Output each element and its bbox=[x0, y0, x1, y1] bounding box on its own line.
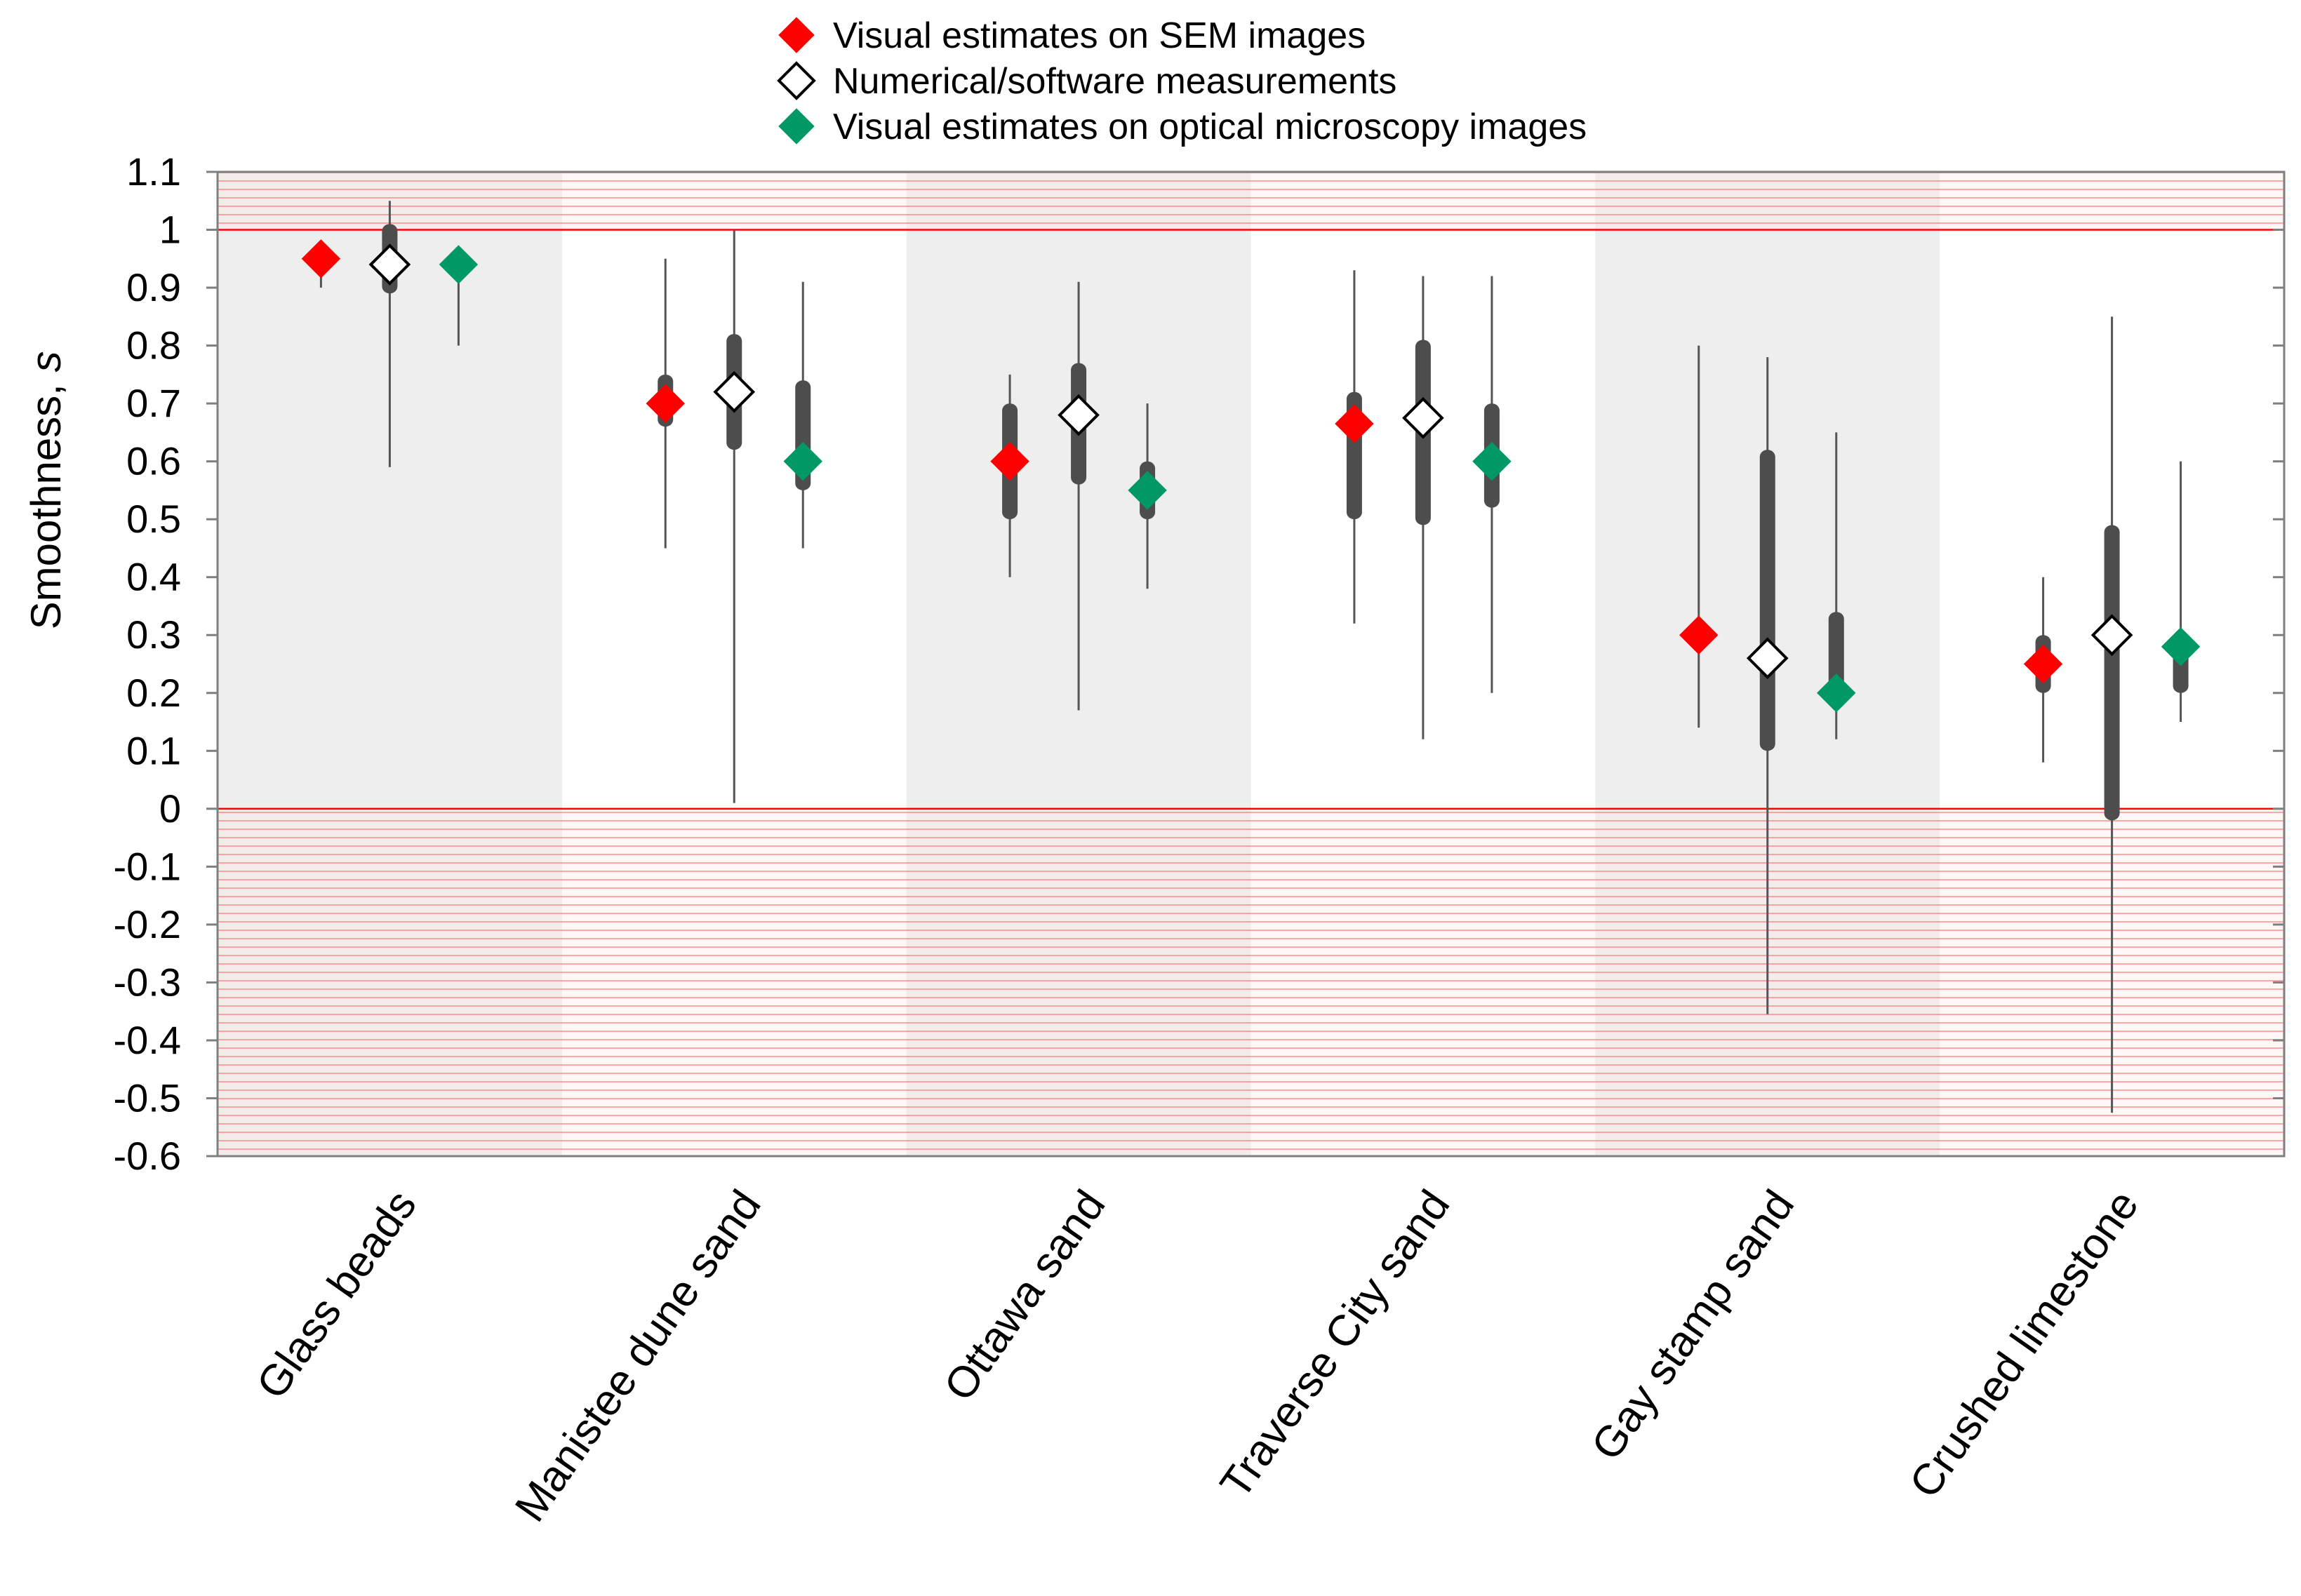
y-tick-label: -0.3 bbox=[114, 960, 182, 1004]
data-point bbox=[1402, 396, 1444, 439]
legend: Visual estimates on SEM images Numerical/… bbox=[777, 15, 1587, 147]
category-label: Traverse City sand bbox=[1211, 1181, 1460, 1507]
y-axis-title: Smoothness, s bbox=[22, 351, 69, 629]
data-point bbox=[1128, 471, 1167, 510]
category-label: Manistee dune sand bbox=[506, 1181, 771, 1530]
data-point bbox=[439, 245, 479, 284]
y-tick-label: 0.3 bbox=[126, 612, 181, 657]
y-tick-label: 0 bbox=[159, 786, 181, 831]
data-point bbox=[1335, 404, 1374, 443]
out-of-range-hatch bbox=[218, 172, 2284, 230]
y-axis-title-symbol: s bbox=[22, 351, 69, 372]
y-tick-label: -0.1 bbox=[114, 844, 182, 888]
y-tick-label: 0.1 bbox=[126, 728, 181, 772]
y-tick-label: 1 bbox=[159, 208, 181, 252]
y-tick-label: 0.9 bbox=[126, 265, 181, 309]
data-point bbox=[1679, 615, 1719, 655]
y-tick-label: 0.2 bbox=[126, 671, 181, 715]
y-tick-label: -0.2 bbox=[114, 902, 182, 946]
data-point bbox=[990, 441, 1029, 481]
legend-marker bbox=[777, 61, 816, 100]
y-tick-label: -0.6 bbox=[114, 1134, 182, 1178]
plot-frame bbox=[216, 170, 2286, 1158]
category-label: Crushed limestone bbox=[1900, 1181, 2148, 1506]
category-label: Glass beads bbox=[248, 1181, 426, 1407]
data-point bbox=[713, 370, 756, 413]
y-tick-label: 0.5 bbox=[126, 497, 181, 541]
y-tick-label: 0.6 bbox=[126, 439, 181, 483]
category-label: Ottawa sand bbox=[935, 1181, 1114, 1409]
y-axis: 1.1 1 0.9 0.8 0.7 0.6 0.5 0.4 0.3 0.2 0.1 0 -0.1 -0.2… bbox=[114, 149, 2284, 1178]
y-tick-label: -0.5 bbox=[114, 1075, 182, 1120]
legend-label: Numerical/software measurements bbox=[833, 61, 1396, 102]
data-point bbox=[2023, 644, 2063, 684]
category-labels: Glass beads Manistee dune sand Ottawa sand… bbox=[248, 1181, 2148, 1530]
data-point bbox=[1746, 637, 1789, 680]
y-tick-label: -0.4 bbox=[114, 1018, 182, 1062]
iqr-box bbox=[2104, 525, 2120, 821]
data-point bbox=[301, 239, 341, 279]
legend-label: Visual estimates on optical microscopy i… bbox=[833, 107, 1587, 147]
category-label: Gay stamp sand bbox=[1582, 1181, 1803, 1468]
legend-marker bbox=[778, 17, 815, 53]
legend-marker bbox=[778, 108, 815, 145]
data-point bbox=[1472, 441, 1512, 481]
data-point bbox=[1817, 673, 1856, 713]
data-point bbox=[2090, 614, 2133, 657]
out-of-range-hatch bbox=[218, 808, 2284, 1156]
y-tick-label: 1.1 bbox=[126, 149, 181, 194]
y-tick-label: 0.4 bbox=[126, 555, 181, 599]
iqr-box bbox=[1759, 450, 1775, 751]
data-point bbox=[783, 441, 822, 481]
data-point bbox=[646, 384, 685, 423]
data-point bbox=[2161, 627, 2201, 666]
y-tick-label: 0.7 bbox=[126, 381, 181, 425]
data-point bbox=[368, 243, 411, 286]
y-tick-label: 0.8 bbox=[126, 323, 181, 368]
data-point bbox=[1058, 394, 1100, 436]
data-marks bbox=[301, 201, 2201, 1113]
legend-label: Visual estimates on SEM images bbox=[833, 15, 1366, 56]
y-axis-title-text: Smoothness, bbox=[22, 372, 69, 629]
